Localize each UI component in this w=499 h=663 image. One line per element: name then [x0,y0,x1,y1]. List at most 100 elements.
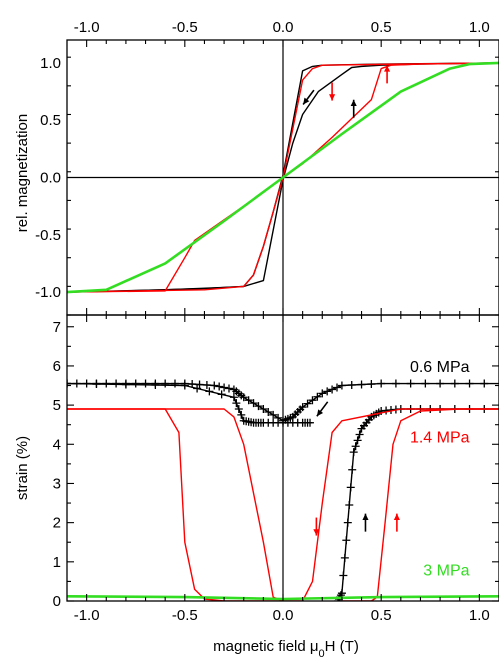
y-tick-label: -0.5 [35,227,61,244]
x-tick-label: 0.0 [273,607,294,624]
magnetization-panel: -1.0 -0.5 0.0 0.5 1.0 -1.0 -0.5 0.0 0.5 1.0 [35,19,499,316]
x-axis-label-field: magnetic field μ0H (T) [213,638,359,660]
data-point-marker [232,399,241,408]
data-point-marker [298,403,307,412]
data-point-marker [346,483,355,492]
data-point-marker [357,380,366,389]
data-point-marker [249,399,258,408]
data-point-marker [406,379,415,388]
data-point-marker [421,379,430,388]
y-tick-label: 4 [53,436,61,453]
x-tick-label-top: 0.0 [273,19,294,36]
data-point-marker [244,396,253,405]
y-tick-label: 1.0 [40,55,61,72]
data-point-marker [337,381,346,390]
data-point-marker [202,381,211,390]
y-tick-label: -1.0 [35,284,61,301]
data-point-marker [333,383,341,392]
data-point-marker [436,379,445,388]
data-point-marker [367,380,376,389]
y-tick-label: 0.5 [40,112,61,129]
data-point-marker [217,390,226,399]
data-point-marker [259,405,268,414]
y-tick-label: 5 [53,397,61,414]
direction-arrow-0 [316,401,329,417]
data-point-marker [269,410,278,419]
series-label-2: 3 MPa [423,563,469,580]
data-point-marker [480,379,489,388]
y-tick-label: 0.0 [40,170,61,187]
data-point-marker [347,381,356,390]
data-point-marker [254,402,263,411]
series-label-0: 0.6 MPa [410,359,470,376]
data-point-marker [112,379,121,388]
strain-panel: -1.0 -0.5 0.0 0.5 1.0 0 1 2 3 4 5 6 7 0.6 MPa 1.4 MPa 3… [53,314,499,624]
series-1-segment-0 [67,408,283,601]
data-point-marker [220,383,229,392]
data-point-marker [391,379,400,388]
data-point-marker [337,589,346,598]
data-point-marker [234,405,243,414]
data-point-marker [225,384,233,393]
y-tick-label: 3 [53,475,61,492]
x-tick-label-top: 1.0 [469,19,490,36]
data-point-marker [210,381,219,390]
x-tick-label: -0.5 [172,607,198,624]
data-point-marker [237,410,246,419]
data-point-marker [306,418,314,427]
data-point-marker [229,393,238,402]
data-point-marker [465,379,474,388]
data-point-marker [349,448,358,457]
data-point-marker [131,379,140,388]
data-point-marker [377,379,386,388]
data-point-marker [264,407,273,416]
y-axis-label-strain: strain (%) [14,436,31,500]
direction-arrow-1 [313,517,320,536]
x-tick-label: 0.5 [371,607,392,624]
series-1-segment-1 [67,408,499,601]
direction-arrow-1 [329,82,336,101]
data-point-marker [353,436,362,445]
data-point-marker [351,442,360,451]
series-1-segment-2 [341,408,499,601]
direction-arrow-2 [362,513,369,532]
data-point-marker [205,387,214,396]
direction-arrow-3 [393,513,400,532]
data-point-marker [180,381,189,390]
data-point-marker [355,430,364,439]
data-point-marker [151,381,160,390]
data-point-marker [215,382,224,391]
y-tick-label: 2 [53,515,61,532]
data-point-marker [121,380,130,389]
data-point-marker [318,389,327,398]
data-point-marker [239,393,248,402]
x-tick-label-top: 0.5 [371,19,392,36]
data-point-marker [323,387,332,396]
data-point-marker [303,399,312,408]
data-point-marker [339,571,348,580]
y-tick-label: 1 [53,554,61,571]
data-point-marker [450,379,459,388]
data-point-marker [348,465,357,474]
data-point-marker [193,384,202,393]
series-label-1: 1.4 MPa [410,429,470,446]
data-point-marker [67,379,71,388]
data-point-marker [171,379,179,388]
series-2-segment-0 [67,61,499,294]
data-point-marker [141,379,150,388]
data-point-marker [340,553,349,562]
y-tick-label: 6 [53,358,61,375]
x-tick-label-top: -1.0 [74,19,100,36]
y-axis-label-magnetization: rel. magnetization [14,114,31,232]
data-point-marker [308,396,317,405]
data-point-marker [92,380,101,389]
y-tick-label: 0 [53,593,61,610]
direction-arrow-2 [350,99,357,118]
x-tick-label: -1.0 [74,607,100,624]
x-tick-label: 1.0 [469,607,490,624]
data-point-marker [345,501,354,510]
direction-arrow-0 [302,89,315,105]
data-point-marker [343,518,352,527]
data-point-marker [328,385,337,394]
